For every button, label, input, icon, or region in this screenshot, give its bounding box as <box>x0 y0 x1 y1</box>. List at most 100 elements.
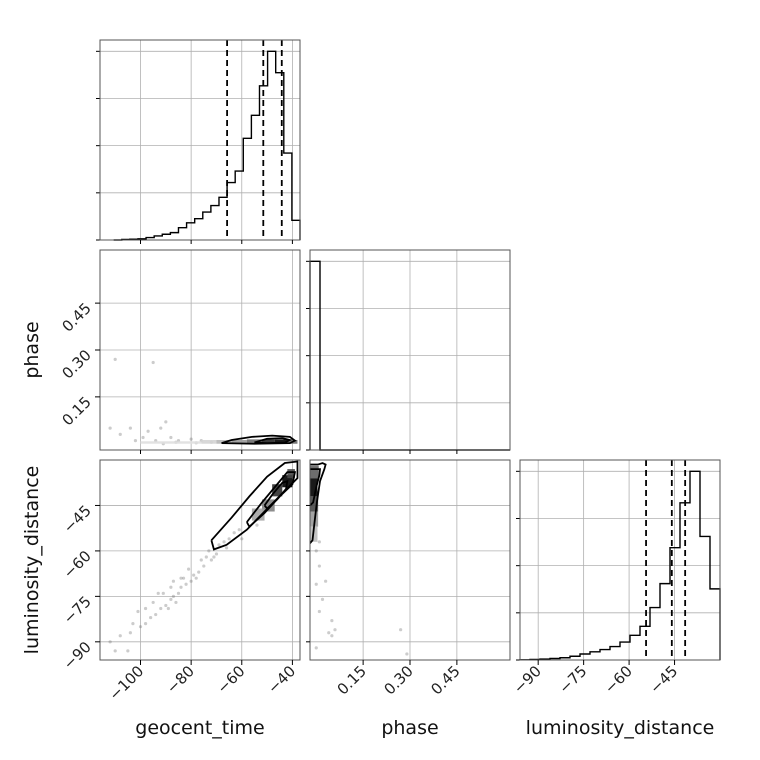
sample-point <box>159 606 163 611</box>
sample-point <box>204 555 208 559</box>
contour-level-0 <box>310 462 327 544</box>
density-cell <box>262 439 275 444</box>
x-tick-label: −80 <box>163 662 198 697</box>
sample-point <box>189 437 193 441</box>
sample-point <box>164 420 168 424</box>
sample-point <box>174 600 178 605</box>
sample-point <box>202 564 206 568</box>
panel-content <box>108 357 298 446</box>
sample-point <box>194 576 198 580</box>
sample-point <box>159 426 163 430</box>
density-cell <box>140 441 202 444</box>
y-axis-label-luminosity_distance: luminosity_distance <box>21 466 43 655</box>
sample-point <box>189 579 193 583</box>
panel-frame <box>99 39 301 241</box>
sample-point <box>149 615 153 620</box>
sample-point <box>327 631 331 635</box>
sample-point <box>151 360 155 365</box>
x-tick-label: −60 <box>213 662 248 697</box>
sample-point <box>181 576 186 580</box>
panel-frame <box>519 459 721 661</box>
histogram-luminosity_distance <box>519 470 721 661</box>
sample-point <box>184 582 188 586</box>
sample-point <box>314 549 318 553</box>
sample-point <box>171 579 176 583</box>
sample-point <box>166 606 170 611</box>
density-cell <box>310 478 318 497</box>
sample-point <box>330 634 334 638</box>
contour-level-1 <box>246 471 297 529</box>
sample-point <box>237 528 241 532</box>
sample-point <box>317 540 321 544</box>
sample-point <box>192 573 196 577</box>
sample-point <box>317 609 321 614</box>
panel-frame <box>99 459 301 661</box>
sample-point <box>126 649 130 653</box>
sample-point <box>199 558 203 562</box>
sample-point <box>136 609 140 614</box>
sample-point <box>118 634 122 638</box>
sample-point <box>212 555 216 559</box>
panel-content <box>108 460 299 653</box>
sample-point <box>320 597 325 601</box>
x-tick-label: −75 <box>555 662 590 697</box>
contour-level-2 <box>263 479 289 510</box>
histogram-panel-geocent_time <box>96 39 301 241</box>
sample-point <box>222 540 226 544</box>
histogram-geocent_time <box>113 50 301 241</box>
sample-point <box>141 435 145 440</box>
sample-point <box>113 649 117 653</box>
sample-point <box>146 429 150 433</box>
sample-point <box>399 628 403 632</box>
sample-point <box>317 564 321 568</box>
sample-point <box>224 546 229 550</box>
sample-point <box>227 537 231 541</box>
sample-point <box>187 567 191 571</box>
pair-panel-geocent_time-vs-luminosity_distance <box>99 459 301 661</box>
sample-point <box>314 582 318 586</box>
sample-point <box>232 531 236 535</box>
density-cell <box>262 499 275 512</box>
sample-point <box>164 603 168 608</box>
sample-point <box>169 597 173 601</box>
y-tick-label: 0.15 <box>58 393 94 429</box>
sample-point <box>255 523 259 527</box>
sample-point <box>128 426 132 430</box>
histogram-panel-luminosity_distance <box>516 459 721 661</box>
sample-point <box>176 591 181 595</box>
sample-point <box>131 622 135 626</box>
contour-level-0 <box>210 460 299 551</box>
x-tick-label: −60 <box>601 662 636 697</box>
sample-point <box>169 435 173 440</box>
panel-content <box>310 462 409 656</box>
density-cell <box>310 466 319 479</box>
sample-point <box>113 357 117 361</box>
x-axis-label-phase: phase <box>381 717 438 739</box>
sample-point <box>217 543 221 547</box>
x-tick-label: 0.45 <box>427 662 463 698</box>
sample-point <box>143 622 148 626</box>
sample-point <box>151 600 155 605</box>
y-tick-label: −45 <box>60 502 95 537</box>
histogram-panel-phase <box>306 249 511 451</box>
density-cell <box>287 469 295 479</box>
sample-point <box>143 606 148 611</box>
sample-point <box>161 591 165 595</box>
sample-point <box>207 549 211 553</box>
sample-point <box>108 426 112 430</box>
sample-point <box>333 628 337 632</box>
sample-point <box>330 619 334 623</box>
density-cell <box>272 484 283 497</box>
sample-point <box>314 646 318 650</box>
y-tick-label: 0.45 <box>58 299 94 335</box>
sample-point <box>179 576 183 580</box>
sample-point <box>118 432 122 436</box>
contour-level-1 <box>310 468 321 507</box>
density-cell <box>231 440 247 444</box>
x-tick-label: −90 <box>510 662 545 697</box>
x-tick-label: −40 <box>264 662 299 697</box>
sample-point <box>240 537 244 541</box>
sample-point <box>154 612 158 617</box>
